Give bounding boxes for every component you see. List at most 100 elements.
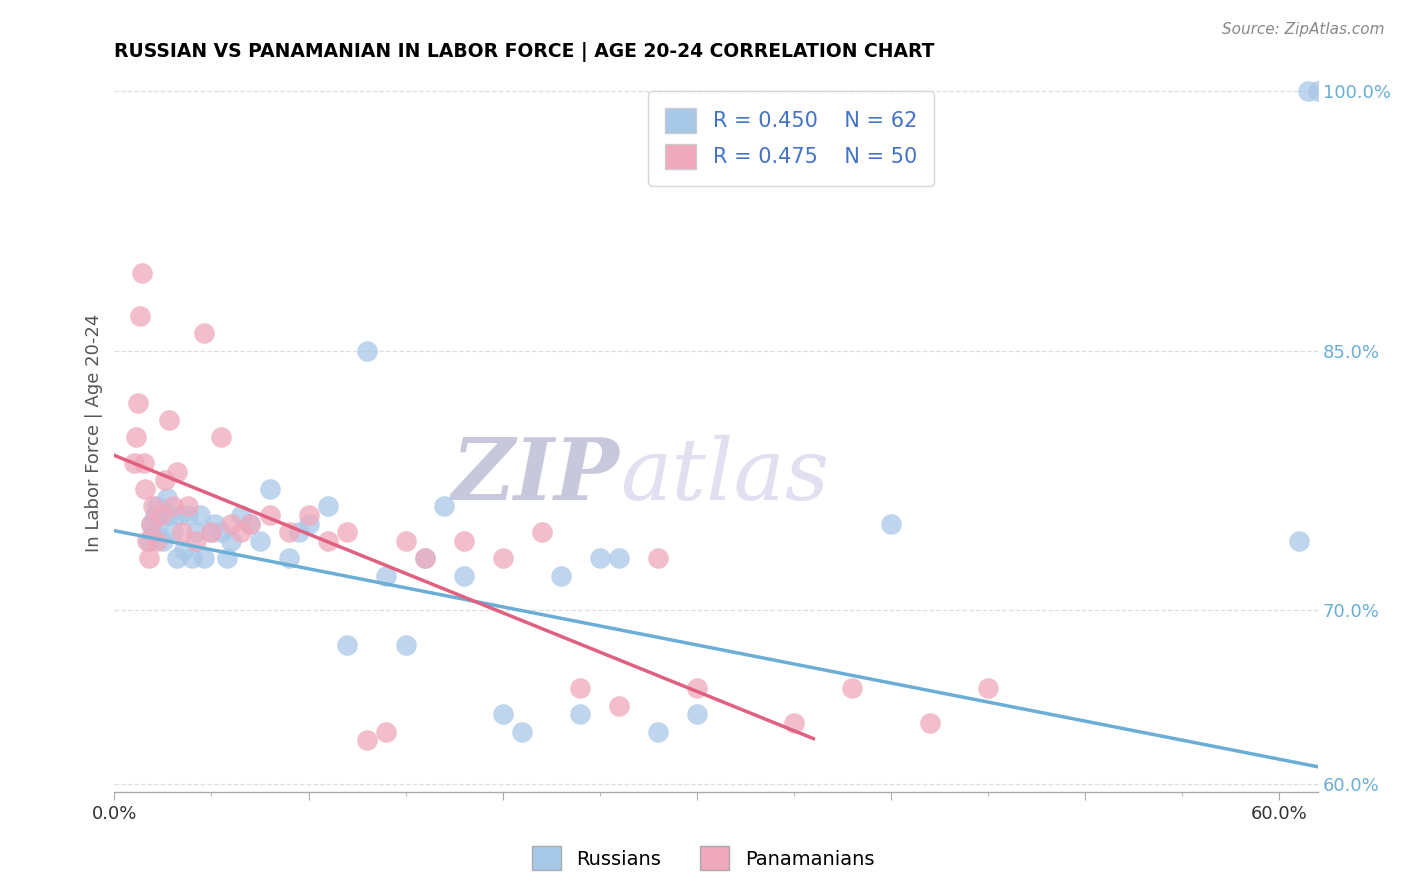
Legend: Russians, Panamanians: Russians, Panamanians	[524, 838, 882, 878]
Text: atlas: atlas	[620, 434, 830, 517]
Point	[177, 508, 200, 523]
Point	[141, 516, 163, 531]
Point	[395, 534, 418, 549]
Legend: R = 0.450    N = 62, R = 0.475    N = 50: R = 0.450 N = 62, R = 0.475 N = 50	[648, 91, 934, 186]
Point	[138, 534, 160, 549]
Point	[569, 681, 592, 696]
Point	[297, 508, 319, 523]
Point	[297, 516, 319, 531]
Point	[239, 516, 262, 531]
Point	[209, 430, 232, 444]
Point	[172, 525, 194, 540]
Point	[278, 525, 301, 540]
Point	[589, 551, 612, 566]
Point	[530, 525, 553, 540]
Point	[278, 551, 301, 566]
Point	[288, 525, 311, 540]
Point	[136, 534, 159, 549]
Point	[1298, 84, 1320, 98]
Point	[142, 525, 165, 540]
Point	[375, 724, 398, 739]
Point	[239, 516, 262, 531]
Point	[453, 534, 475, 549]
Point	[569, 707, 592, 722]
Point	[162, 525, 184, 540]
Point	[375, 568, 398, 582]
Point	[395, 638, 418, 652]
Point	[356, 343, 378, 358]
Point	[316, 500, 339, 514]
Point	[166, 465, 188, 479]
Point	[193, 326, 215, 341]
Point	[492, 551, 515, 566]
Point	[138, 551, 160, 566]
Point	[413, 551, 436, 566]
Point	[193, 551, 215, 566]
Point	[166, 551, 188, 566]
Point	[841, 681, 863, 696]
Point	[356, 733, 378, 747]
Point	[336, 638, 359, 652]
Point	[150, 508, 173, 523]
Point	[413, 551, 436, 566]
Point	[134, 482, 156, 496]
Point	[249, 534, 271, 549]
Point	[209, 525, 232, 540]
Point	[157, 508, 180, 523]
Point	[127, 395, 149, 409]
Point	[783, 829, 806, 843]
Point	[125, 430, 148, 444]
Point	[122, 456, 145, 470]
Point	[169, 508, 191, 523]
Point	[229, 508, 252, 523]
Point	[530, 811, 553, 825]
Point	[200, 525, 222, 540]
Point	[219, 516, 242, 531]
Point	[128, 309, 150, 323]
Point	[316, 534, 339, 549]
Point	[783, 716, 806, 731]
Point	[215, 551, 238, 566]
Point	[259, 508, 281, 523]
Point	[146, 500, 169, 514]
Point	[607, 551, 630, 566]
Point	[181, 551, 204, 566]
Point	[724, 855, 747, 869]
Point	[1288, 534, 1310, 549]
Point	[647, 724, 669, 739]
Point	[219, 534, 242, 549]
Point	[188, 508, 211, 523]
Point	[146, 525, 169, 540]
Point	[1308, 84, 1330, 98]
Point	[152, 534, 174, 549]
Point	[259, 482, 281, 496]
Point	[433, 500, 456, 514]
Point	[132, 456, 155, 470]
Point	[977, 829, 1000, 843]
Point	[647, 551, 669, 566]
Point	[162, 500, 184, 514]
Text: Source: ZipAtlas.com: Source: ZipAtlas.com	[1222, 22, 1385, 37]
Point	[173, 542, 195, 557]
Point	[141, 516, 163, 531]
Point	[156, 491, 179, 505]
Point	[146, 534, 169, 549]
Point	[204, 516, 226, 531]
Point	[143, 508, 166, 523]
Point	[880, 855, 903, 869]
Point	[686, 681, 709, 696]
Point	[607, 698, 630, 713]
Point	[177, 500, 200, 514]
Point	[550, 568, 572, 582]
Point	[184, 525, 207, 540]
Point	[131, 266, 153, 280]
Text: ZIP: ZIP	[453, 434, 620, 517]
Point	[336, 525, 359, 540]
Point	[142, 500, 165, 514]
Point	[1035, 820, 1057, 834]
Point	[453, 568, 475, 582]
Point	[153, 508, 176, 523]
Point	[977, 681, 1000, 696]
Point	[184, 534, 207, 549]
Point	[200, 525, 222, 540]
